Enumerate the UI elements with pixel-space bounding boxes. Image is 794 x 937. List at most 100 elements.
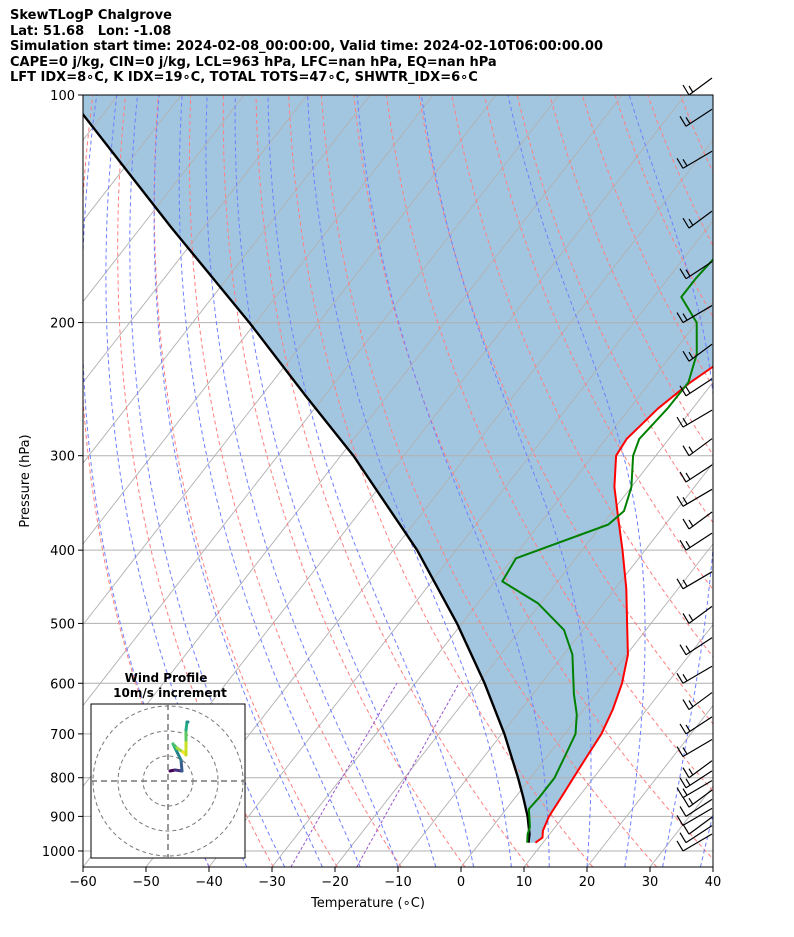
wind-barb — [676, 571, 713, 590]
y-tick-label: 100 — [50, 89, 75, 104]
x-tick-label: −60 — [69, 875, 96, 890]
cape-cin-fill-layer — [83, 95, 713, 843]
y-tick-label: 1000 — [42, 845, 75, 860]
moist-adiabat-line — [356, 95, 550, 867]
dry-adiabat-line — [188, 95, 402, 867]
x-tick-label: 10 — [516, 875, 533, 890]
mixing-ratio-line — [290, 683, 398, 867]
parcel-profile-line — [83, 112, 531, 843]
moist-adiabat-line — [699, 812, 713, 867]
wind-barb — [682, 760, 713, 779]
x-tick-label: 0 — [457, 875, 465, 890]
wind-barb — [682, 692, 713, 711]
moist-adiabat-line — [178, 95, 361, 867]
moist-adiabat-line — [738, 95, 794, 867]
cape-cin-line: CAPE=0 j/kg, CIN=0 j/kg, LCL=963 hPa, LF… — [10, 54, 497, 70]
x-axis-label: Temperature (∘C) — [310, 896, 425, 911]
moist-adiabat-line — [307, 95, 512, 867]
dry-adiabat-line — [353, 95, 713, 860]
wind-barb — [676, 305, 713, 324]
inset-title: Wind Profile — [125, 671, 208, 685]
wind-barb — [679, 716, 713, 735]
dry-adiabat-line — [746, 95, 794, 867]
x-tick-label: −10 — [384, 875, 411, 890]
inset-subtitle: 10m/s increment — [113, 686, 227, 700]
hodograph-segment — [179, 758, 184, 773]
isotherm-line — [397, 462, 713, 867]
moist-adiabat-line — [153, 95, 323, 867]
y-tick-label: 800 — [50, 772, 75, 787]
wind-barb — [676, 833, 713, 852]
y-tick-label: 600 — [50, 677, 75, 692]
wind-barb — [676, 807, 713, 826]
dry-adiabat-line — [418, 95, 713, 725]
x-tick-label: −20 — [321, 875, 348, 890]
chart-header: SkewTLogP Chalgrove Lat: 51.68 Lon: -1.0… — [10, 8, 603, 86]
x-tick-label: 20 — [579, 875, 596, 890]
dry-adiabat-line — [117, 95, 274, 867]
y-tick-label: 700 — [50, 728, 75, 743]
isotherm-line — [83, 95, 371, 464]
isotherm-line — [83, 95, 308, 384]
y-tick-label: 200 — [50, 317, 75, 332]
isotherm-line — [523, 623, 713, 867]
wind-barb — [679, 378, 713, 397]
dry-adiabat-line — [320, 95, 658, 867]
wind-barb — [676, 780, 713, 799]
isotherm-line — [776, 95, 794, 867]
wind-barb — [676, 739, 713, 758]
isotherm-line — [334, 381, 713, 867]
simulation-time-line: Simulation start time: 2024-02-08_00:00:… — [10, 39, 603, 54]
isotherm-line — [145, 139, 713, 867]
wind-barb — [682, 343, 713, 362]
isotherm-line — [83, 95, 497, 626]
dry-adiabat-line — [288, 95, 594, 867]
dry-adiabat-line — [222, 95, 466, 867]
y-tick-label: 900 — [50, 810, 75, 825]
wind-barbs-layer — [676, 77, 713, 852]
moist-adiabat-line — [205, 95, 399, 867]
dry-adiabat-line — [778, 95, 794, 867]
wind-barb — [676, 665, 713, 684]
y-tick-label: 400 — [50, 544, 75, 559]
wind-barb — [676, 150, 713, 169]
station-title: SkewTLogP Chalgrove — [10, 8, 172, 23]
x-tick-label: −40 — [195, 875, 222, 890]
moist-adiabat-line — [420, 95, 592, 867]
wind-barb — [679, 532, 713, 551]
isotherm-line — [586, 704, 713, 867]
wind-barb — [676, 409, 713, 428]
wind-barb — [679, 825, 713, 844]
wind-barb — [682, 438, 713, 457]
wind-barb — [676, 488, 713, 507]
x-tick-label: −50 — [132, 875, 159, 890]
wind-barb — [682, 605, 713, 624]
isotherm-line — [271, 300, 713, 867]
dry-adiabat-line — [712, 95, 713, 97]
wind-barb — [679, 770, 713, 789]
dry-adiabat-line — [255, 95, 530, 867]
x-tick-label: 30 — [642, 875, 659, 890]
wind-barb — [682, 210, 713, 229]
wind-barb — [682, 77, 713, 96]
isotherm-line — [83, 95, 245, 303]
isotherm-line — [83, 95, 560, 707]
isotherm-line — [460, 543, 713, 867]
profiles-layer — [83, 112, 713, 844]
cin-area — [83, 95, 713, 843]
y-tick-label: 500 — [50, 617, 75, 632]
wind-barb — [679, 637, 713, 656]
dry-adiabat-line — [153, 95, 338, 867]
temperature-profile-line — [534, 365, 713, 844]
dewpoint-profile-line — [501, 258, 713, 843]
mixing-ratio-line — [356, 683, 460, 867]
x-tick-label: −30 — [258, 875, 285, 890]
moist-adiabat-line — [234, 95, 437, 867]
y-axis-label: Pressure (hPa) — [18, 434, 33, 527]
isotherm-line — [712, 866, 713, 867]
wind-barb — [679, 108, 713, 127]
hodograph-segment — [174, 748, 183, 762]
wind-profile-inset: Wind Profile 10m/s increment — [90, 671, 246, 859]
hodograph-ring — [117, 730, 219, 832]
